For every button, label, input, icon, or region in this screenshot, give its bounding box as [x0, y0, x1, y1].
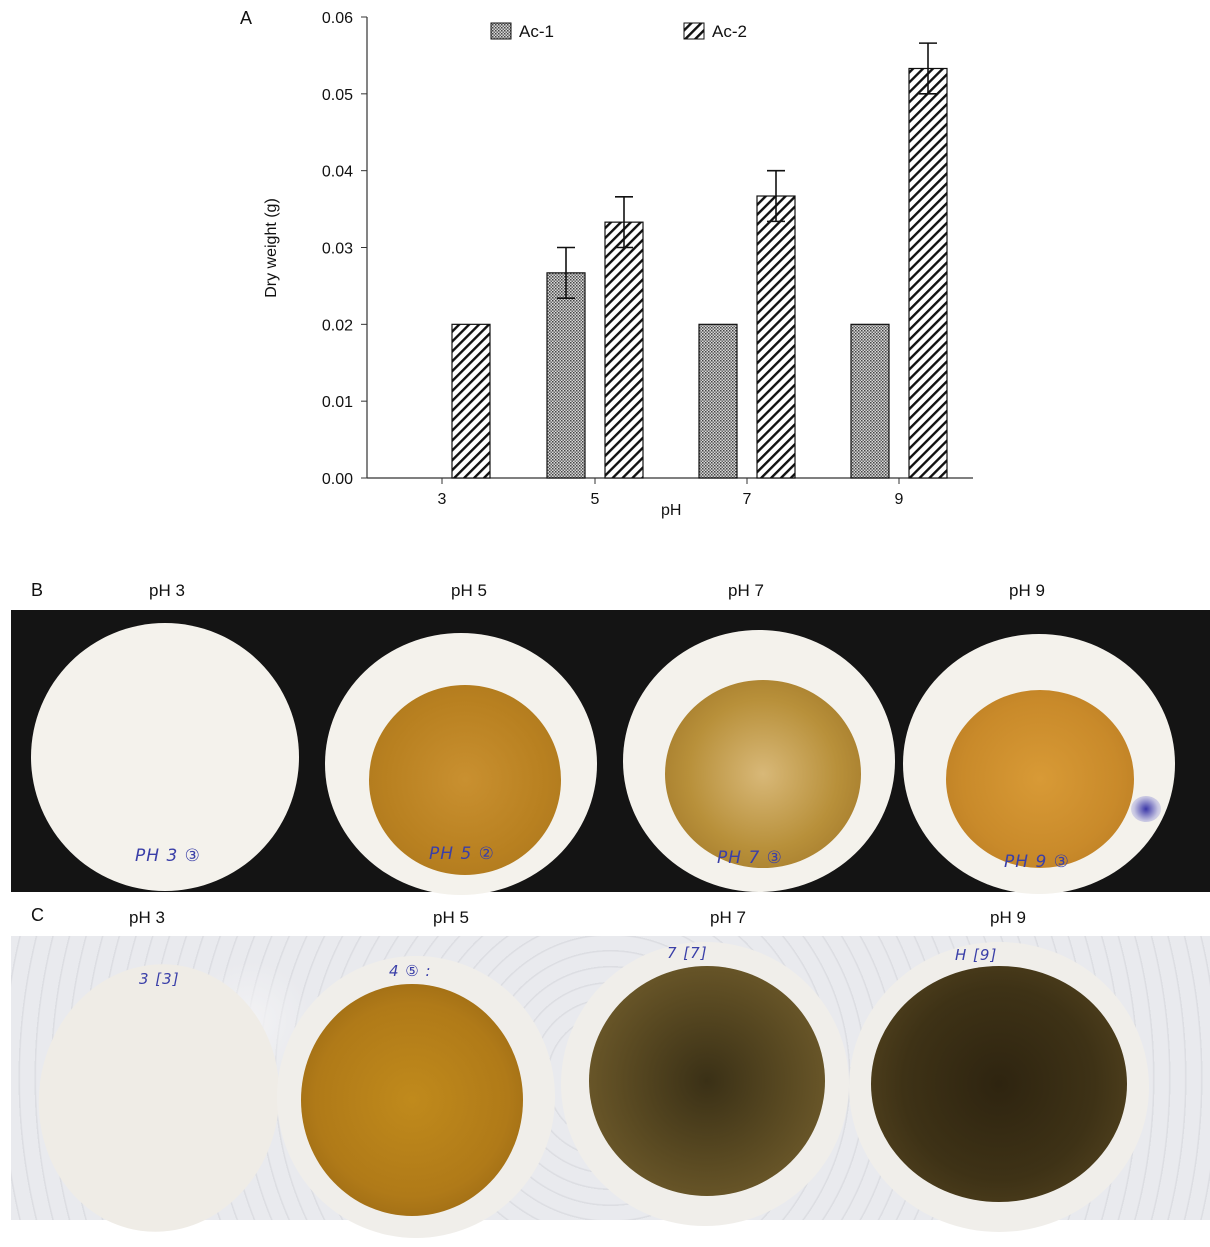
- panel-c-label-ph5: pH 5: [433, 908, 469, 927]
- panel-c-label-ph7: pH 7: [710, 908, 746, 927]
- filter-disc-c-ph3: [21, 948, 297, 1247]
- y-tick-label: 0.04: [322, 164, 353, 181]
- y-tick-label: 0.00: [322, 471, 353, 488]
- bar-ac-2-ph3: [451, 323, 491, 479]
- chart-legend: Ac-1 Ac-2: [490, 22, 747, 41]
- residue-ph5: [369, 685, 561, 875]
- panel-c-photo: 3 [3] 4 ⑤ : 7 [7] H [9]: [11, 936, 1210, 1247]
- disc-label-c-ph3: 3 [3]: [139, 970, 180, 988]
- residue-ph9: [946, 690, 1134, 868]
- y-tick-label: 0.03: [322, 241, 353, 258]
- x-axis-title: pH: [661, 502, 682, 519]
- x-tick-label: 7: [743, 491, 752, 508]
- bar-ac-2-ph5: [604, 221, 644, 479]
- y-axis-title: Dry weight (g): [263, 198, 280, 298]
- y-tick-label: 0.01: [322, 394, 353, 411]
- legend-swatch-ac-1: [490, 22, 512, 40]
- y-tick-label: 0.02: [322, 317, 353, 334]
- bar-chart: 0.000.010.020.030.040.050.063 5 7 9 Ac-1 Ac-…: [322, 10, 973, 508]
- filter-disc-ph3: [31, 623, 299, 891]
- disc-label-ph7: PH 7 ③: [717, 848, 783, 868]
- panel-c-label-ph3: pH 3: [129, 908, 165, 927]
- panel-b-letter: B: [31, 580, 44, 600]
- panel-b-photo: PH 3 ③ PH 5 ② PH 7 ③ PH 9 ③: [11, 610, 1210, 895]
- bar-ac-2-ph7: [756, 195, 796, 479]
- residue-ph7: [665, 680, 861, 868]
- residue-c-ph5: [301, 984, 523, 1216]
- residue-c-ph9: [871, 966, 1127, 1202]
- disc-label-c-ph7: 7 [7]: [667, 944, 708, 962]
- legend-label-ac-2: Ac-2: [712, 22, 747, 41]
- legend-swatch-ac-2: [683, 22, 705, 40]
- x-tick-label: 3: [438, 491, 447, 508]
- disc-label-ph3: PH 3 ③: [135, 846, 201, 866]
- x-tick-label: 5: [591, 491, 600, 508]
- bar-ac-1-ph9: [850, 323, 890, 479]
- y-tick-label: 0.06: [322, 10, 353, 27]
- panel-c-letter: C: [31, 905, 44, 925]
- disc-label-c-ph5: 4 ⑤ :: [389, 962, 432, 980]
- panel-b-label-ph3: pH 3: [149, 581, 185, 600]
- panel-a-letter: A: [240, 8, 253, 28]
- x-tick-label: 9: [895, 491, 904, 508]
- disc-label-ph5: PH 5 ②: [429, 844, 495, 864]
- legend-label-ac-1: Ac-1: [519, 22, 554, 41]
- panel-b-label-ph9: pH 9: [1009, 581, 1045, 600]
- disc-label-c-ph9: H [9]: [955, 946, 998, 964]
- bar-ac-1-ph7: [698, 323, 738, 479]
- chart-axes: 0.00 0.01 0.02 0.03 0.04 0.05 0.06 3 5 7 9: [322, 10, 973, 508]
- bar-ac-1-ph5: [546, 272, 586, 479]
- chart-bars: [451, 42, 948, 479]
- panel-c-label-ph9: pH 9: [990, 908, 1026, 927]
- blue-ink-stain: [1131, 796, 1161, 822]
- bar-ac-2-ph9: [908, 67, 948, 479]
- residue-c-ph7: [589, 966, 825, 1196]
- disc-label-ph9: PH 9 ③: [1004, 852, 1070, 872]
- panel-b-label-ph5: pH 5: [451, 581, 487, 600]
- y-tick-label: 0.05: [322, 87, 353, 104]
- panel-b-label-ph7: pH 7: [728, 581, 764, 600]
